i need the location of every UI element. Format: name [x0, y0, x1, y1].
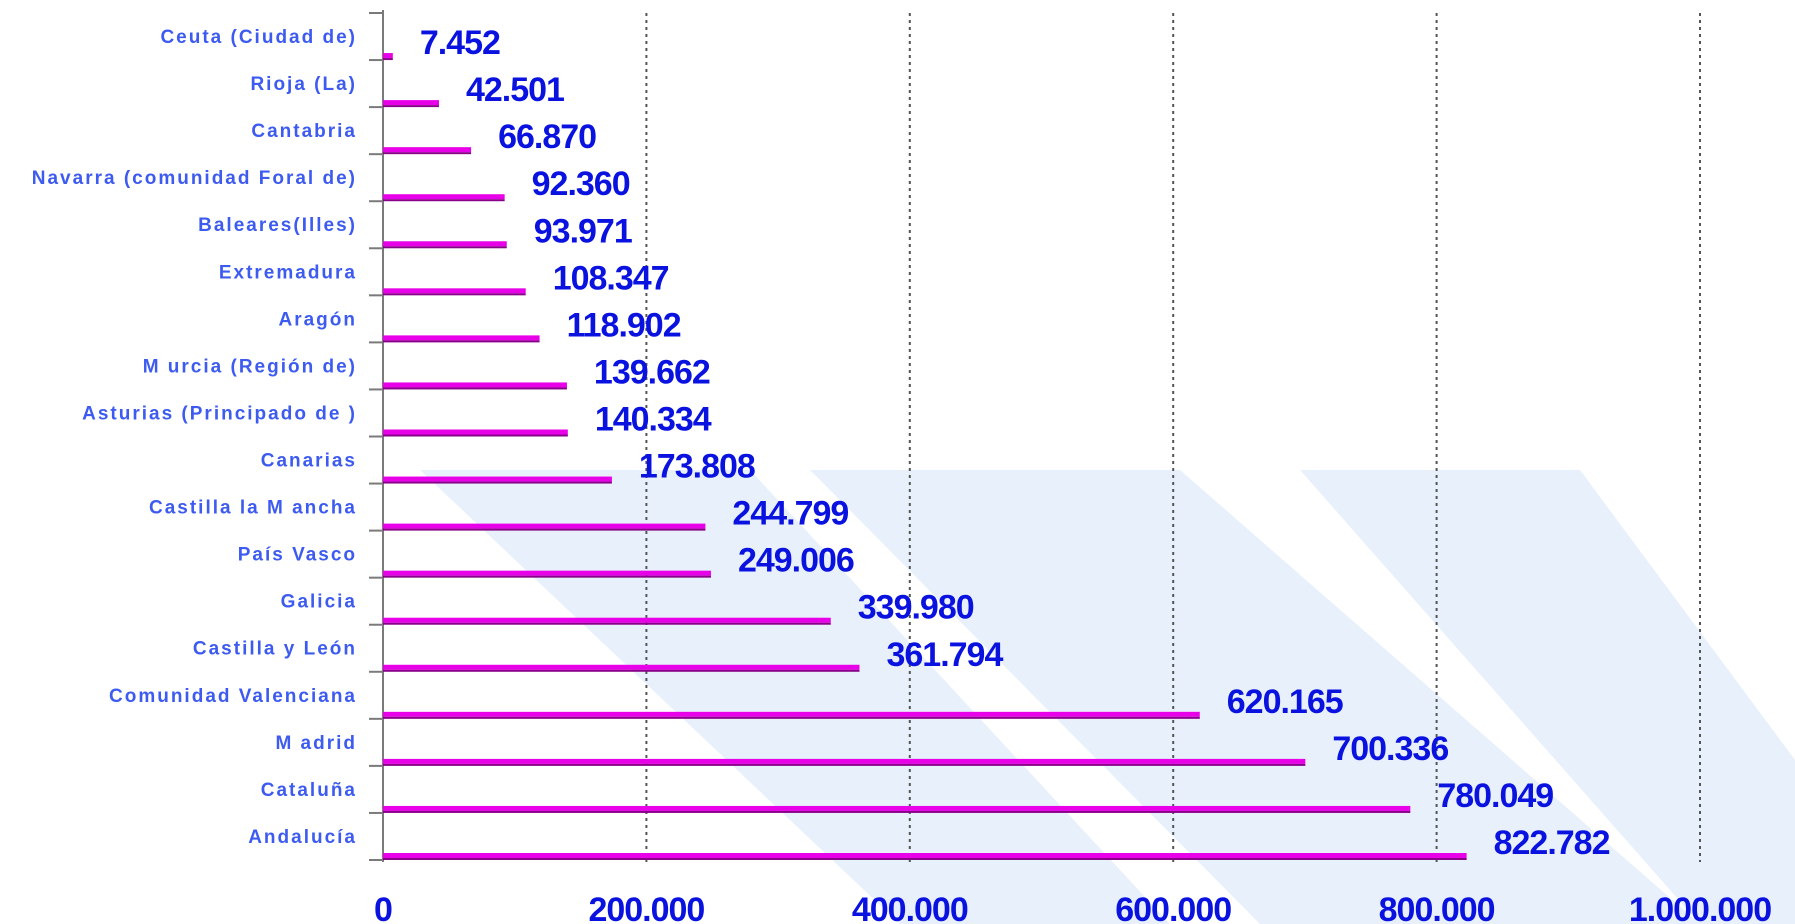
value-label: 339.980: [858, 589, 974, 627]
x-tick-label: 0: [374, 891, 392, 924]
value-label: 7.452: [420, 24, 500, 62]
bar: [383, 100, 439, 106]
bar-shadow: [383, 622, 831, 625]
value-label: 361.794: [886, 636, 1003, 674]
bar: [383, 382, 567, 388]
bar: [383, 241, 507, 247]
bar-shadow: [383, 387, 567, 390]
bar: [383, 758, 1306, 764]
x-tick-labels: 0 200.000 400.000 600.000 800.000 1.000.000: [374, 891, 1772, 924]
category-label: Castilla la M ancha: [149, 498, 357, 519]
x-tick-label: 400.000: [852, 891, 968, 924]
bar-shadow: [383, 858, 1467, 860]
value-label: 140.334: [595, 401, 712, 439]
category-label: Rioja (La): [250, 74, 357, 95]
bars: [383, 53, 1467, 860]
bar-shadow: [383, 528, 706, 531]
value-label: 822.782: [1494, 824, 1610, 862]
bar-shadow: [383, 152, 472, 155]
bar: [383, 288, 526, 294]
bar: [383, 194, 505, 200]
bar: [383, 853, 1467, 858]
bar-shadow: [383, 340, 540, 343]
category-labels: Ceuta (Ciudad de) Rioja (La) Cantabria Nava…: [32, 27, 358, 848]
category-label: Ceuta (Ciudad de): [160, 27, 357, 48]
grid-lines: [645, 13, 1701, 862]
category-label: Canarias: [261, 451, 357, 472]
value-label: 92.360: [532, 165, 630, 203]
category-label: Navarra (comunidad Foral de): [32, 168, 357, 189]
bar-shadow: [383, 763, 1306, 766]
category-label: Comunidad Valenciana: [109, 686, 357, 707]
x-tick-label: 200.000: [588, 891, 704, 924]
bar-shadow: [383, 810, 1411, 813]
value-label: 244.799: [732, 495, 848, 533]
bar: [383, 523, 706, 529]
category-label: Extremadura: [219, 262, 357, 283]
value-label: 42.501: [466, 71, 564, 109]
category-label: Baleares(Illes): [198, 215, 357, 236]
bar-shadow: [383, 246, 507, 249]
value-label: 620.165: [1227, 683, 1343, 721]
bar: [383, 711, 1200, 717]
bar-shadow: [383, 716, 1200, 719]
x-tick-label: 600.000: [1115, 891, 1231, 924]
bar: [383, 617, 831, 623]
bar: [383, 429, 568, 435]
y-axis: [369, 10, 384, 862]
category-label: M urcia (Región de): [143, 356, 357, 377]
value-labels: 7.452 42.501 66.870 92.360 93.971 108.347 118.…: [420, 24, 1611, 862]
bar-shadow: [383, 669, 860, 672]
value-label: 173.808: [639, 448, 755, 486]
bar-shadow: [383, 481, 612, 484]
category-label: Cantabria: [251, 121, 357, 142]
value-label: 139.662: [594, 353, 710, 391]
value-label: 118.902: [567, 306, 681, 344]
bar: [383, 570, 711, 576]
bar-shadow: [383, 293, 526, 296]
value-label: 108.347: [553, 259, 669, 297]
x-tick-label: 1.000.000: [1629, 891, 1771, 924]
bar: [383, 53, 393, 59]
category-label: Asturias (Principado de ): [82, 403, 357, 424]
value-label: 700.336: [1332, 730, 1448, 768]
category-label: M adrid: [275, 733, 357, 754]
category-label: Andalucía: [248, 827, 357, 848]
bar-shadow: [383, 575, 711, 578]
bar: [383, 664, 860, 670]
category-label: Castilla y León: [193, 639, 357, 660]
value-label: 249.006: [738, 542, 854, 580]
bar: [383, 147, 472, 153]
value-label: 780.049: [1437, 777, 1553, 815]
category-label: País Vasco: [238, 545, 357, 566]
bar: [383, 335, 540, 341]
value-label: 93.971: [534, 212, 632, 250]
value-label: 66.870: [498, 118, 596, 156]
bar-shadow: [383, 58, 393, 61]
x-tick-label: 800.000: [1379, 891, 1495, 924]
bar-shadow: [383, 434, 568, 437]
bar-shadow: [383, 199, 505, 202]
bar-shadow: [383, 105, 439, 108]
category-label: Aragón: [279, 309, 358, 330]
bar: [383, 805, 1411, 811]
category-label: Cataluña: [261, 780, 357, 801]
category-label: Galicia: [281, 592, 357, 613]
bar: [383, 476, 612, 482]
